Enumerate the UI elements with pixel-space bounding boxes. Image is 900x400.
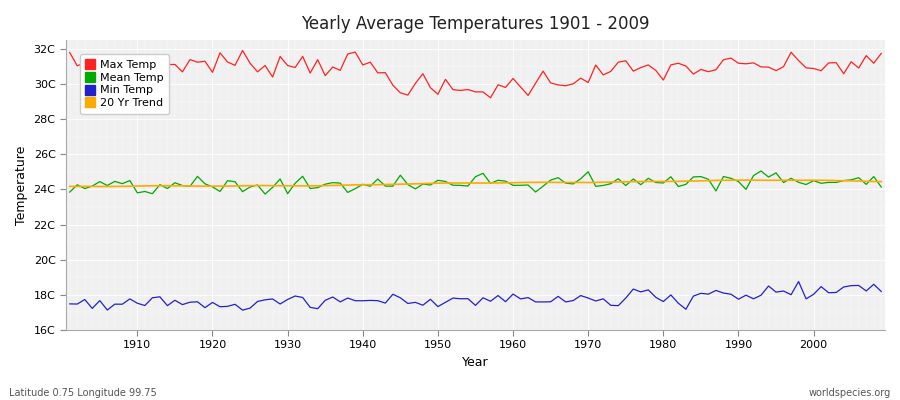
Text: worldspecies.org: worldspecies.org — [809, 388, 891, 398]
Text: Latitude 0.75 Longitude 99.75: Latitude 0.75 Longitude 99.75 — [9, 388, 157, 398]
Legend: Max Temp, Mean Temp, Min Temp, 20 Yr Trend: Max Temp, Mean Temp, Min Temp, 20 Yr Tre… — [80, 54, 169, 114]
Y-axis label: Temperature: Temperature — [15, 145, 28, 225]
Title: Yearly Average Temperatures 1901 - 2009: Yearly Average Temperatures 1901 - 2009 — [302, 15, 650, 33]
X-axis label: Year: Year — [463, 356, 489, 369]
